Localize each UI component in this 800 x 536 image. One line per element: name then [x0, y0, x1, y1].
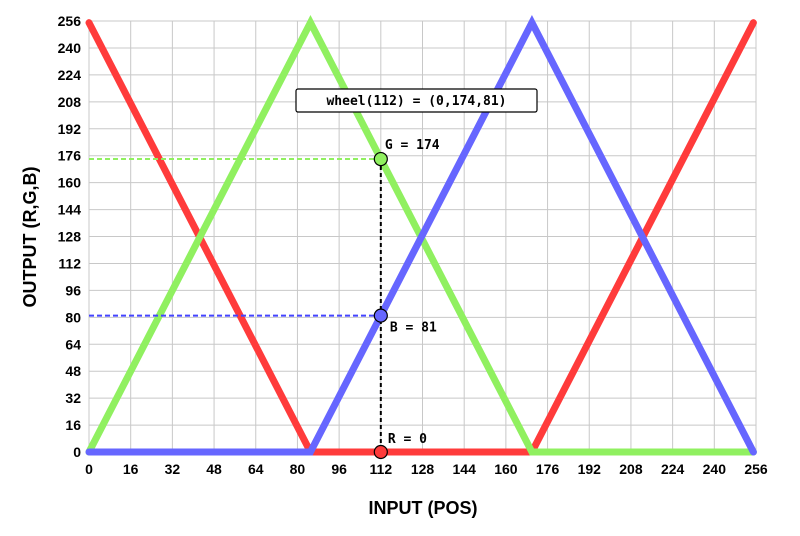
x-tick-label: 0 — [85, 461, 93, 477]
y-tick-label: 80 — [65, 309, 81, 325]
x-axis-title: INPUT (POS) — [368, 498, 477, 518]
point-label-b: B = 81 — [390, 321, 437, 336]
y-tick-label: 144 — [58, 202, 82, 218]
x-tick-label: 64 — [248, 461, 264, 477]
y-tick-label: 256 — [58, 13, 82, 29]
annotation-box: wheel(112) = (0,174,81) — [295, 88, 538, 113]
x-tick-label: 32 — [165, 461, 181, 477]
x-tick-label: 176 — [536, 461, 560, 477]
x-tick-label: 224 — [661, 461, 685, 477]
annotation-points: G = 174 B = 81 R = 0 — [373, 138, 440, 460]
y-tick-label: 96 — [65, 282, 81, 298]
y-tick-label: 48 — [65, 363, 81, 379]
y-tick-label: 128 — [58, 229, 82, 245]
y-tick-label: 224 — [58, 67, 82, 83]
x-tick-label: 160 — [494, 461, 518, 477]
y-tick-labels: 0 16 32 48 64 80 96 112 128 144 160 176 192 208 224 240… — [58, 13, 82, 460]
x-tick-label: 192 — [578, 461, 602, 477]
y-tick-label: 192 — [58, 121, 82, 137]
annotation-box-frame — [295, 88, 538, 113]
x-tick-label: 48 — [206, 461, 222, 477]
x-tick-label: 256 — [744, 461, 768, 477]
x-tick-label: 128 — [411, 461, 435, 477]
y-tick-label: 112 — [58, 255, 81, 271]
series-line-blue — [85, 15, 757, 456]
x-tick-label: 80 — [290, 461, 306, 477]
x-tick-label: 208 — [619, 461, 643, 477]
y-tick-label: 32 — [65, 390, 81, 406]
y-tick-label: 176 — [58, 148, 82, 164]
y-tick-label: 16 — [65, 417, 81, 433]
x-tick-label: 112 — [370, 461, 393, 477]
y-axis-title: OUTPUT (R,G,B) — [20, 167, 40, 308]
annotation-guides — [89, 158, 382, 452]
annotation-box-text: wheel(112) = (0,174,81) — [326, 94, 506, 109]
x-tick-label: 16 — [123, 461, 139, 477]
y-tick-label: 160 — [58, 175, 82, 191]
point-label-g: G = 174 — [385, 138, 440, 153]
y-tick-label: 0 — [73, 444, 81, 460]
point-marker-b — [373, 308, 388, 323]
y-tick-label: 208 — [58, 94, 82, 110]
y-tick-label: 64 — [65, 336, 81, 352]
point-marker-g — [373, 151, 388, 167]
point-marker-r — [373, 444, 388, 460]
x-tick-label: 144 — [453, 461, 477, 477]
x-tick-label: 240 — [703, 461, 727, 477]
x-tick-label: 96 — [331, 461, 347, 477]
y-tick-label: 240 — [58, 40, 82, 56]
point-label-r: R = 0 — [388, 432, 427, 447]
series — [85, 15, 757, 456]
x-tick-labels: 0 16 32 48 64 80 96 112 128 144 160 176 192 208 224 240… — [85, 461, 768, 477]
